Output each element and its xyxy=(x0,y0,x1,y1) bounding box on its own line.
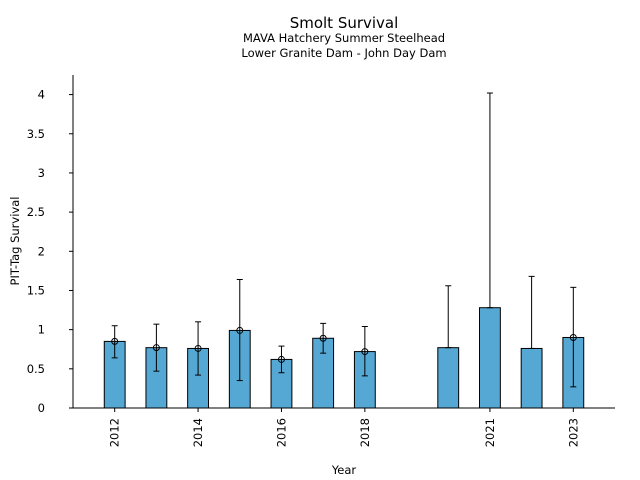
point-marker-2018 xyxy=(361,348,369,356)
error-bar-2014 xyxy=(194,321,202,376)
y-tick-label: 0.5 xyxy=(27,362,45,376)
point-marker-2023 xyxy=(569,333,577,341)
error-bars-group xyxy=(111,92,577,388)
point-marker-2017 xyxy=(319,334,327,342)
x-tick-label: 2012 xyxy=(108,418,122,447)
x-tick-label: 2018 xyxy=(358,418,372,447)
y-tick-label: 1.5 xyxy=(27,283,45,297)
point-marker-2012 xyxy=(111,337,119,345)
x-tick-label: 2023 xyxy=(566,418,580,447)
error-bar-2021 xyxy=(486,92,493,309)
point-marker-2013 xyxy=(152,344,160,352)
x-axis-ticks: 2012 2014 2016 2018 2021 2023 xyxy=(108,408,580,447)
error-bar-2016 xyxy=(277,345,285,374)
point-marker-2016 xyxy=(277,355,285,363)
error-bar-2012 xyxy=(111,325,119,359)
x-tick-label: 2014 xyxy=(191,418,205,447)
error-bar-2020 xyxy=(445,285,452,349)
x-tick-label: 2016 xyxy=(274,418,288,447)
bar-2022 xyxy=(520,347,543,409)
error-bar-2018 xyxy=(361,326,369,377)
error-bar-2022 xyxy=(528,275,535,349)
y-tick-label: 3.5 xyxy=(27,127,45,141)
y-tick-label: 3 xyxy=(38,166,45,180)
chart-subtitle-line-2: Lower Granite Dam - John Day Dam xyxy=(241,46,446,60)
y-tick-label: 2 xyxy=(38,244,45,258)
y-tick-label: 4 xyxy=(38,88,45,102)
chart-title: Smolt Survival xyxy=(290,14,399,32)
chart-subtitle-line-1: MAVA Hatchery Summer Steelhead xyxy=(243,31,445,45)
y-tick-label: 1 xyxy=(38,323,45,337)
point-marker-2015 xyxy=(236,326,244,334)
bar-2020 xyxy=(437,347,460,409)
bars-group xyxy=(103,307,585,409)
y-tick-label: 0 xyxy=(38,401,45,415)
point-marker-2014 xyxy=(194,344,202,352)
error-bar-2023 xyxy=(569,286,577,388)
y-tick-label: 2.5 xyxy=(27,205,45,219)
x-tick-label: 2021 xyxy=(483,418,497,447)
x-axis-label: Year xyxy=(331,463,357,477)
error-bar-2013 xyxy=(152,323,160,372)
error-bar-2017 xyxy=(319,322,327,354)
bar-2021 xyxy=(479,307,501,409)
y-axis-ticks: 0 0.5 1 1.5 2 2.5 3 3.5 4 xyxy=(27,88,73,415)
y-axis-label: PIT-Tag Survival xyxy=(8,197,22,286)
error-bar-2015 xyxy=(236,279,244,382)
